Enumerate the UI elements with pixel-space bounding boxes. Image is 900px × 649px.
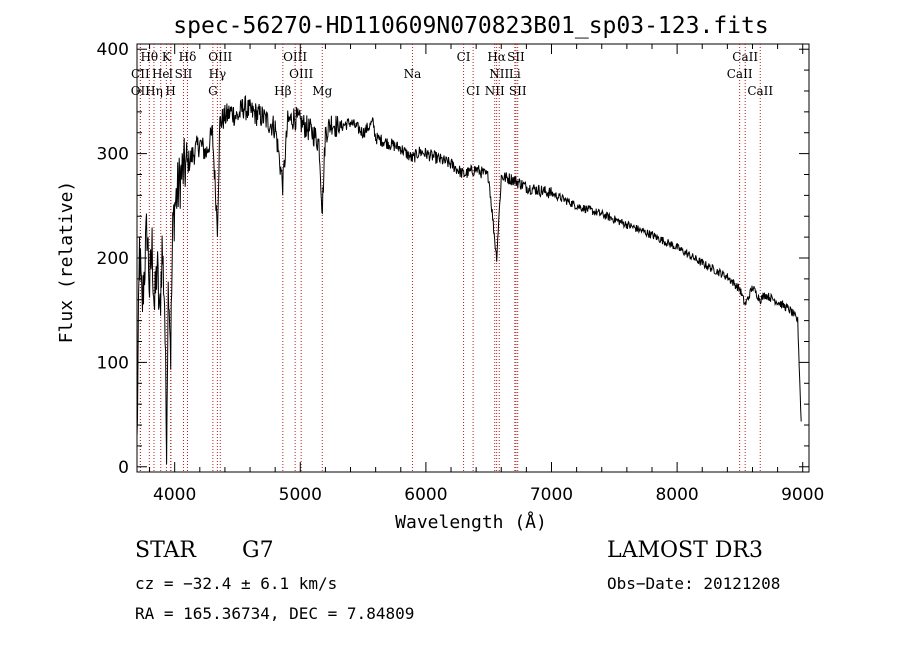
x-axis-label: Wavelength (Å)	[395, 511, 547, 533]
spectral-line-label: NII	[485, 84, 505, 98]
spectral-line-label: Na	[404, 67, 422, 81]
y-tick-label: 400	[97, 40, 129, 60]
x-tick-label: 7000	[530, 485, 573, 505]
spectral-line-label: CaII	[747, 84, 773, 98]
spectral-line-markers	[139, 44, 761, 472]
spectral-line-label: OIII	[289, 67, 313, 81]
flux-series-line	[136, 95, 802, 465]
spectral-line-label: K	[162, 50, 172, 64]
spectral-line-label: G	[208, 84, 218, 98]
y-tick-label: 100	[97, 353, 129, 373]
spectral-line-label: SII	[509, 84, 527, 98]
observation-date: Obs−Date: 20121208	[607, 574, 781, 593]
y-tick-label: 0	[118, 458, 129, 478]
spectral-line-label: Hβ	[274, 84, 291, 98]
spectral-line-label: Li	[509, 67, 521, 81]
spectral-line-label: OIII	[208, 50, 232, 64]
spectral-line-label: Hα	[487, 50, 506, 64]
spectral-line-label: NII	[489, 67, 509, 81]
spectral-line-label: CI	[466, 84, 480, 98]
spectral-line-label: CI	[457, 50, 471, 64]
spectral-line-label: Hδ	[179, 50, 197, 64]
survey-name: LAMOST DR3	[607, 538, 763, 563]
spectral-line-label: Mg	[312, 84, 332, 98]
redshift-velocity: cz = −32.4 ± 6.1 km/s	[135, 574, 338, 593]
object-class: STAR	[135, 538, 196, 563]
x-axis: 4000 5000 6000 7000 8000 9000	[149, 44, 824, 505]
y-tick-label: 200	[97, 249, 129, 269]
x-tick-label: 8000	[655, 485, 698, 505]
spectral-line-label: SII	[175, 67, 193, 81]
spectral-line-label: CaII	[727, 67, 753, 81]
spectral-line-label: Hγ	[209, 67, 227, 81]
x-tick-label: 6000	[404, 485, 447, 505]
spectral-line-label: SII	[507, 50, 525, 64]
y-axis: 0 100 200 300 400	[97, 40, 809, 478]
spectral-line-label: Hη	[145, 84, 163, 98]
spectral-line-label: I	[169, 67, 174, 81]
spectral-line-label: H	[165, 84, 175, 98]
x-tick-label: 5000	[279, 485, 322, 505]
object-subclass: G7	[242, 538, 274, 563]
spectral-line-label: OIII	[283, 50, 307, 64]
sky-coordinates: RA = 165.36734, DEC = 7.84809	[135, 604, 415, 623]
y-tick-label: 300	[97, 145, 129, 165]
x-tick-label: 9000	[781, 485, 824, 505]
chart-title: spec-56270-HD110609N070823B01_sp03-123.f…	[173, 13, 768, 39]
spectral-line-label: CaII	[732, 50, 758, 64]
y-axis-label: Flux (relative)	[56, 181, 77, 344]
spectral-line-label: CII	[131, 67, 150, 81]
spectral-line-label: He	[152, 67, 170, 81]
spectral-line-label: Hθ	[140, 50, 158, 64]
x-tick-label: 4000	[153, 485, 196, 505]
